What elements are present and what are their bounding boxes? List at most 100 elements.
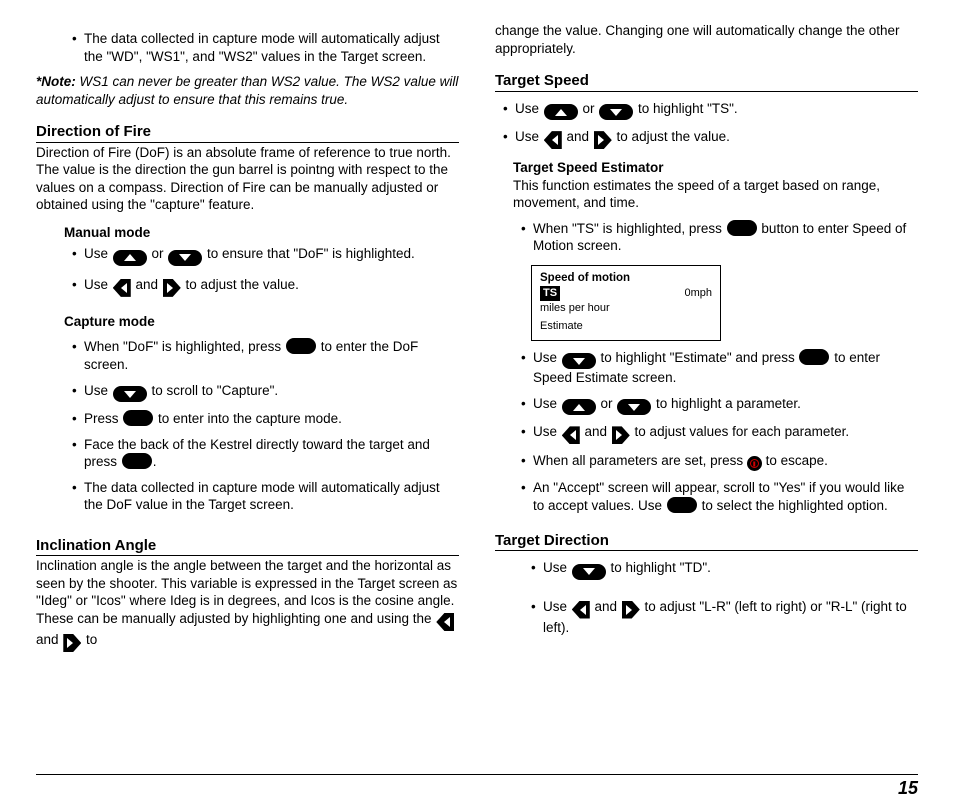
manual-mode-block: Manual mode Use or to ensure that "DoF" … <box>64 224 459 514</box>
center-button-icon <box>286 338 316 354</box>
up-arrow-icon <box>113 250 147 266</box>
center-button-icon <box>799 349 829 365</box>
right-arrow-icon <box>612 426 630 444</box>
text: to highlight "TS". <box>634 101 737 116</box>
heading-direction-of-fire: Direction of Fire <box>36 122 459 143</box>
som-ts-highlight: TS <box>540 286 560 301</box>
up-arrow-icon <box>562 399 596 415</box>
capture-bullet-enter: When "DoF" is highlighted, press to ente… <box>64 338 459 373</box>
note-body: WS1 can never be greater than WS2 value.… <box>36 74 458 107</box>
text: or <box>148 246 168 261</box>
som-units: miles per hour <box>540 301 712 316</box>
text: When "DoF" is highlighted, press <box>84 339 285 354</box>
text: Use <box>84 277 112 292</box>
dof-paragraph: Direction of Fire (DoF) is an absolute f… <box>36 144 459 214</box>
capture-mode-list: When "DoF" is highlighted, press to ente… <box>64 338 459 513</box>
center-button-icon <box>727 220 757 236</box>
up-arrow-icon <box>544 104 578 120</box>
manual-bullet-highlight: Use or to ensure that "DoF" is highlight… <box>64 245 459 266</box>
heading-target-direction: Target Direction <box>495 531 918 552</box>
td-bullet-adjust: Use and to adjust "L-R" (left to right) … <box>523 598 918 637</box>
som-value: 0mph <box>684 286 712 301</box>
text: Use <box>533 424 561 439</box>
down-arrow-icon <box>599 104 633 120</box>
right-arrow-icon <box>594 131 612 149</box>
note-lead: *Note: <box>36 74 76 89</box>
down-arrow-icon <box>617 399 651 415</box>
text: and <box>581 424 611 439</box>
initial-bullet-list: The data collected in capture mode will … <box>64 30 459 65</box>
text: to enter into the capture mode. <box>154 411 342 426</box>
text: to escape. <box>762 453 828 468</box>
text: Use <box>84 383 112 398</box>
text: to adjust the value. <box>613 129 730 144</box>
left-column: The data collected in capture mode will … <box>36 22 459 652</box>
text: to adjust values for each parameter. <box>631 424 849 439</box>
manual-bullet-adjust: Use and to adjust the value. <box>64 276 459 297</box>
tse-list-2: Use to highlight "Estimate" and press to… <box>513 349 918 515</box>
tse-block: Target Speed Estimator This function est… <box>513 159 918 514</box>
text: to ensure that "DoF" is highlighted. <box>203 246 414 261</box>
capture-bullet-scroll: Use to scroll to "Capture". <box>64 382 459 403</box>
tse-bullet-enter-som: When "TS" is highlighted, press button t… <box>513 220 918 255</box>
bullet-capture-data: The data collected in capture mode will … <box>64 30 459 65</box>
heading-inclination-angle: Inclination Angle <box>36 536 459 557</box>
right-column: change the value. Changing one will auto… <box>495 22 918 652</box>
text: to highlight "Estimate" and press <box>597 350 799 365</box>
capture-bullet-data: The data collected in capture mode will … <box>64 479 459 514</box>
left-arrow-icon <box>562 426 580 444</box>
text: to scroll to "Capture". <box>148 383 278 398</box>
text: and <box>36 632 62 647</box>
tse-label: Target Speed Estimator <box>513 159 918 177</box>
som-row: TS 0mph <box>540 286 712 301</box>
text: to select the highlighted option. <box>698 498 888 513</box>
tse-bullet-adjust-param: Use and to adjust values for each parame… <box>513 423 918 444</box>
down-arrow-icon <box>562 353 596 369</box>
down-arrow-icon <box>572 564 606 580</box>
right-arrow-icon <box>622 601 640 619</box>
tse-paragraph: This function estimates the speed of a t… <box>513 177 918 212</box>
tse-list-1: When "TS" is highlighted, press button t… <box>513 220 918 255</box>
ts-bullet-adjust: Use and to adjust the value. <box>495 128 918 149</box>
left-arrow-icon <box>544 131 562 149</box>
left-arrow-icon <box>572 601 590 619</box>
text: Press <box>84 411 122 426</box>
text: When "TS" is highlighted, press <box>533 221 726 236</box>
som-estimate: Estimate <box>540 319 712 334</box>
left-arrow-icon <box>113 279 131 297</box>
center-button-icon <box>122 453 152 469</box>
capture-bullet-press: Press to enter into the capture mode. <box>64 410 459 428</box>
footer-rule <box>36 774 918 775</box>
tse-bullet-estimate: Use to highlight "Estimate" and press to… <box>513 349 918 387</box>
text: to <box>82 632 97 647</box>
td-list: Use to highlight "TD". Use and to adjust… <box>523 559 918 636</box>
center-button-icon <box>667 497 697 513</box>
speed-of-motion-box: Speed of motion TS 0mph miles per hour E… <box>531 265 721 341</box>
note-paragraph: *Note: WS1 can never be greater than WS2… <box>36 73 459 108</box>
tse-bullet-escape: When all parameters are set, press to es… <box>513 452 918 471</box>
text: and <box>591 599 621 614</box>
text: and <box>132 277 162 292</box>
down-arrow-icon <box>168 250 202 266</box>
page-number: 15 <box>898 778 918 799</box>
right-arrow-icon <box>163 279 181 297</box>
text: Use <box>543 599 571 614</box>
text: Use <box>533 396 561 411</box>
continuation-paragraph: change the value. Changing one will auto… <box>495 22 918 57</box>
down-arrow-icon <box>113 386 147 402</box>
tse-bullet-highlight-param: Use or to highlight a parameter. <box>513 395 918 416</box>
right-arrow-icon <box>63 634 81 652</box>
manual-mode-list: Use or to ensure that "DoF" is highlight… <box>64 245 459 297</box>
left-arrow-icon <box>436 613 454 631</box>
td-block: Use to highlight "TD". Use and to adjust… <box>523 559 918 636</box>
text: or <box>579 101 599 116</box>
text: to highlight a parameter. <box>652 396 801 411</box>
center-button-icon <box>123 410 153 426</box>
text: or <box>597 396 617 411</box>
manual-page: The data collected in capture mode will … <box>0 0 954 652</box>
heading-target-speed: Target Speed <box>495 71 918 92</box>
som-title: Speed of motion <box>540 271 712 287</box>
text: Use <box>533 350 561 365</box>
text: Use <box>84 246 112 261</box>
target-speed-list: Use or to highlight "TS". Use and to adj… <box>495 100 918 150</box>
